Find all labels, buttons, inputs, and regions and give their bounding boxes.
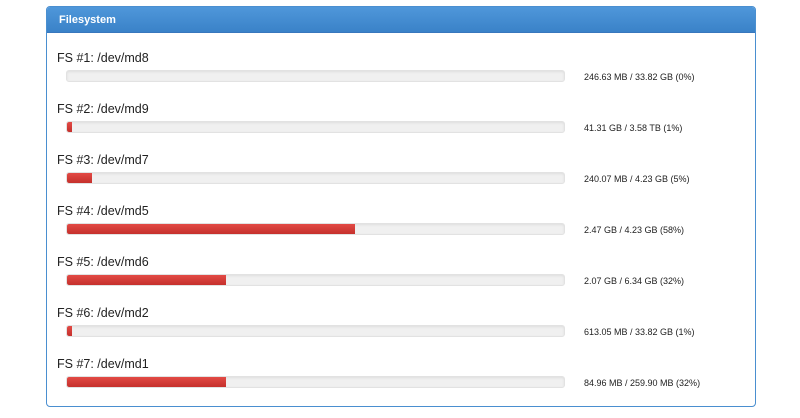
filesystem-item: FS #1: /dev/md8 246.63 MB / 33.82 GB (0%… [47, 51, 755, 91]
filesystem-label: FS #7: /dev/md1 [57, 357, 149, 371]
usage-progress-bar [66, 121, 565, 133]
panel-title: Filesystem [59, 14, 116, 26]
usage-progress-bar [66, 325, 565, 337]
usage-text: 613.05 MB / 33.82 GB (1%) [584, 327, 695, 337]
usage-progress-fill [67, 326, 72, 336]
filesystem-item: FS #4: /dev/md5 2.47 GB / 4.23 GB (58%) [47, 204, 755, 244]
usage-progress-fill [67, 122, 72, 132]
usage-progress-bar [66, 274, 565, 286]
usage-progress-fill [67, 173, 92, 183]
usage-progress-bar [66, 376, 565, 388]
filesystem-item: FS #3: /dev/md7 240.07 MB / 4.23 GB (5%) [47, 153, 755, 193]
panel-header: Filesystem [47, 7, 755, 33]
filesystem-item: FS #6: /dev/md2 613.05 MB / 33.82 GB (1%… [47, 306, 755, 346]
usage-progress-bar [66, 70, 565, 82]
usage-text: 2.47 GB / 4.23 GB (58%) [584, 225, 685, 235]
filesystem-label: FS #4: /dev/md5 [57, 204, 149, 218]
filesystem-item: FS #5: /dev/md6 2.07 GB / 6.34 GB (32%) [47, 255, 755, 295]
usage-text: 41.31 GB / 3.58 TB (1%) [584, 123, 683, 133]
filesystem-label: FS #5: /dev/md6 [57, 255, 149, 269]
filesystem-panel: Filesystem FS #1: /dev/md8 246.63 MB / 3… [46, 6, 756, 407]
filesystem-label: FS #6: /dev/md2 [57, 306, 149, 320]
usage-text: 2.07 GB / 6.34 GB (32%) [584, 276, 685, 286]
usage-progress-fill [67, 224, 356, 234]
filesystem-item: FS #2: /dev/md9 41.31 GB / 3.58 TB (1%) [47, 102, 755, 142]
filesystem-label: FS #2: /dev/md9 [57, 102, 149, 116]
usage-progress-fill [67, 275, 227, 285]
usage-text: 246.63 MB / 33.82 GB (0%) [584, 72, 695, 82]
usage-progress-bar [66, 223, 565, 235]
filesystem-label: FS #1: /dev/md8 [57, 51, 149, 65]
usage-progress-fill [67, 377, 227, 387]
usage-text: 240.07 MB / 4.23 GB (5%) [584, 174, 690, 184]
filesystem-item: FS #7: /dev/md1 84.96 MB / 259.90 MB (32… [47, 357, 755, 397]
usage-progress-bar [66, 172, 565, 184]
usage-text: 84.96 MB / 259.90 MB (32%) [584, 378, 701, 388]
filesystem-label: FS #3: /dev/md7 [57, 153, 149, 167]
